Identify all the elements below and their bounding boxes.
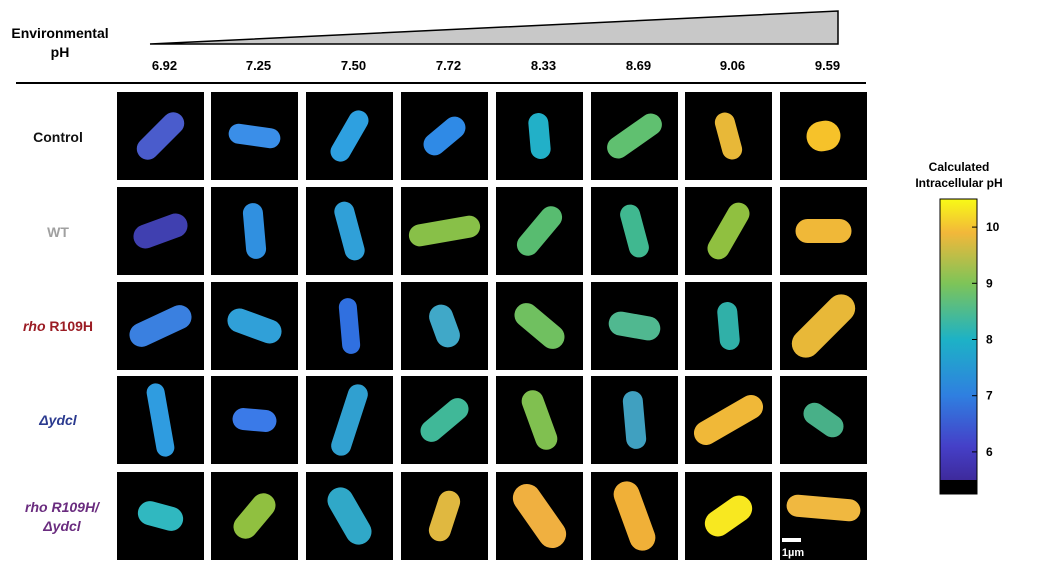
bacterium-cell — [704, 495, 753, 537]
bacterium-cell — [786, 494, 861, 522]
colorbar-tick-label: 8 — [986, 333, 993, 347]
bacterium-cell — [707, 202, 750, 260]
colorbar-frame — [939, 198, 978, 495]
bacterium-cell — [327, 487, 372, 545]
row-label: Δydcl — [42, 518, 82, 534]
bacterium-cell — [795, 219, 852, 243]
bacterium-cell — [146, 383, 175, 457]
colorbar-mask — [940, 480, 977, 494]
ph-label: 7.25 — [246, 58, 271, 73]
bacterium-cell — [408, 215, 481, 247]
bacterium-cell — [136, 112, 185, 160]
bacterium-cell — [514, 303, 565, 349]
header-label: pH — [51, 44, 70, 60]
bacterium-cell — [806, 120, 841, 152]
ph-label: 6.92 — [152, 58, 177, 73]
row-label: rho R109H — [23, 318, 93, 334]
bacterium-cell — [334, 201, 365, 261]
colorbar-tick-label: 10 — [986, 220, 1000, 234]
bacterium-cell — [423, 116, 466, 156]
scale-bar-label: 1µm — [782, 547, 804, 559]
ph-label: 9.59 — [815, 58, 840, 73]
row-label: WT — [47, 224, 69, 240]
ph-label: 8.33 — [531, 58, 556, 73]
bacterium-cell — [714, 112, 743, 160]
bacterium-cell — [521, 390, 558, 450]
bacterium-cell — [129, 305, 192, 347]
bacterium-cell — [233, 493, 276, 539]
header-label: Environmental — [11, 25, 108, 41]
colorbar-tick-label: 7 — [986, 389, 993, 403]
row-label: rho R109H/ — [25, 499, 101, 515]
bacterium-cell — [133, 213, 188, 249]
bacterium-cell — [429, 304, 460, 348]
bacterium-cell — [608, 311, 661, 341]
bacterium-cell — [428, 490, 461, 542]
bacterium-cell — [613, 481, 656, 551]
ph-label: 8.69 — [626, 58, 651, 73]
bacterium-cell — [330, 110, 369, 162]
bacterium-cell — [338, 298, 361, 354]
bacterium-cell — [228, 123, 281, 149]
bacterium-cell — [227, 308, 282, 344]
bacterium-cell — [607, 113, 662, 159]
ph-label: 9.06 — [720, 58, 745, 73]
row-label-part: R109H — [46, 318, 93, 334]
ph-label: 7.72 — [436, 58, 461, 73]
colorbar-title: Calculated — [929, 160, 990, 174]
bacterium-cell — [620, 204, 649, 258]
scale-bar — [782, 538, 801, 542]
bacterium-cell — [512, 483, 567, 549]
row-label-part: rho — [23, 318, 46, 334]
colorbar — [940, 199, 977, 480]
ph-gradient-wedge — [149, 10, 839, 45]
bacterium-cell — [137, 501, 184, 531]
bacterium-cell — [331, 384, 368, 456]
colorbar-title: Intracellular pH — [915, 176, 1002, 190]
row-label: Control — [33, 129, 83, 145]
bacterium-cell — [242, 203, 267, 259]
colorbar-tick-label: 9 — [986, 276, 993, 290]
bacterium-cell — [232, 408, 277, 432]
row-label: Δydcl — [38, 412, 78, 428]
bacterium-cell — [528, 113, 551, 159]
colorbar-tick-label: 6 — [986, 445, 993, 459]
bacterium-cell — [622, 391, 647, 449]
bacterium-cell — [803, 402, 844, 438]
bacterium-cell — [717, 302, 740, 350]
bacterium-cell — [516, 206, 563, 256]
ph-label: 7.50 — [341, 58, 366, 73]
bacterium-cell — [693, 395, 764, 445]
bacterium-cell — [791, 294, 856, 358]
bacterium-cell — [420, 398, 469, 442]
